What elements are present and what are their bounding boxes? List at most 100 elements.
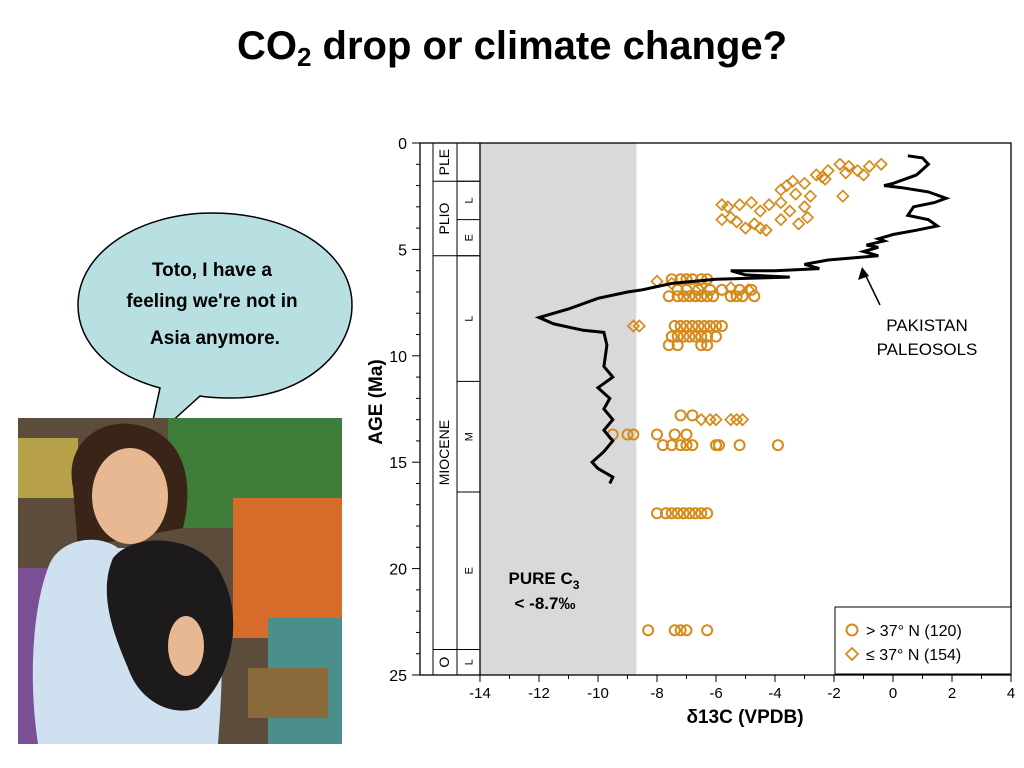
y-tick-label: 10 bbox=[389, 349, 407, 366]
x-tick-label: -14 bbox=[469, 685, 491, 702]
x-tick-label: -6 bbox=[709, 685, 722, 702]
diamond-point bbox=[833, 157, 847, 171]
diamond-point bbox=[774, 195, 788, 210]
diamond-point bbox=[842, 159, 856, 174]
y-tick-label: 5 bbox=[398, 242, 407, 259]
circle-point bbox=[724, 290, 737, 303]
bubble-line-2: feeling we're not in bbox=[126, 291, 297, 312]
circle-point bbox=[707, 290, 720, 303]
diamond-point bbox=[836, 189, 850, 203]
diamond-point bbox=[874, 157, 888, 171]
epoch-label: O bbox=[436, 657, 452, 668]
diamond-point bbox=[783, 204, 797, 218]
diamond-point bbox=[759, 223, 773, 237]
circle-point bbox=[689, 290, 702, 303]
circle-point bbox=[668, 428, 681, 441]
circle-point bbox=[701, 330, 714, 343]
speech-bubble-shape bbox=[77, 212, 353, 446]
x-tick-label: -12 bbox=[528, 685, 550, 702]
circle-point bbox=[671, 283, 684, 296]
stage-label: L bbox=[464, 659, 476, 665]
x-tick-label: -10 bbox=[587, 685, 609, 702]
circle-point bbox=[665, 507, 678, 520]
circle-point bbox=[701, 624, 714, 637]
paleosol-label-line-1: PAKISTAN bbox=[886, 316, 968, 335]
diamond-point bbox=[774, 183, 788, 197]
diamond-point bbox=[797, 176, 812, 191]
circle-point bbox=[701, 507, 714, 520]
paleosol-label-line-2: PALEOSOLS bbox=[877, 340, 978, 359]
circle-point bbox=[748, 290, 761, 303]
photo-hand bbox=[168, 616, 204, 676]
diamond-point bbox=[803, 189, 818, 203]
diamond-point bbox=[791, 217, 806, 231]
circle-point bbox=[665, 439, 678, 452]
diamond-point bbox=[724, 210, 738, 225]
photo-dog bbox=[106, 540, 234, 711]
circle-point bbox=[695, 507, 708, 520]
circle-point bbox=[662, 339, 675, 352]
paleosol-line bbox=[534, 154, 951, 485]
circle-point bbox=[710, 330, 722, 343]
diamond-point bbox=[729, 412, 744, 427]
circle-point bbox=[671, 290, 684, 303]
diamond-point bbox=[741, 283, 756, 297]
circle-point bbox=[674, 320, 687, 333]
photo-bg-yellow bbox=[18, 438, 78, 498]
diamond-point bbox=[694, 278, 708, 293]
circle-point bbox=[686, 273, 699, 286]
x-tick-label: 2 bbox=[948, 685, 956, 702]
circle-point bbox=[695, 330, 708, 343]
circle-point bbox=[677, 330, 690, 343]
photo-basket bbox=[248, 668, 328, 718]
photo-bg-orange bbox=[233, 498, 342, 638]
diamond-point bbox=[729, 215, 744, 229]
legend-diamond-marker bbox=[844, 646, 860, 662]
circle-point bbox=[745, 283, 758, 296]
diamond-point bbox=[732, 198, 747, 212]
circle-point bbox=[671, 339, 684, 352]
data-marks bbox=[606, 157, 888, 637]
circle-point bbox=[680, 624, 693, 637]
diamond-point bbox=[785, 174, 800, 189]
circle-point bbox=[651, 507, 663, 520]
diamond-point bbox=[856, 168, 871, 182]
diamond-point bbox=[788, 187, 803, 201]
stage-label: L bbox=[464, 315, 476, 321]
diamond-point bbox=[703, 412, 717, 427]
x-tick-label: -8 bbox=[650, 685, 663, 702]
diamond-point bbox=[862, 159, 877, 174]
diamond-point bbox=[632, 319, 647, 333]
epoch-label: PLIO bbox=[436, 202, 452, 234]
diamond-point bbox=[724, 281, 738, 295]
diamond-point bbox=[744, 195, 759, 210]
circle-point bbox=[686, 409, 699, 422]
diamond-point bbox=[800, 210, 815, 225]
circle-point bbox=[701, 339, 714, 352]
diamond-point bbox=[850, 163, 865, 178]
c3-label-line-1: PURE C3 bbox=[509, 569, 580, 592]
diamond-point bbox=[797, 200, 812, 214]
epoch-label: MIOCENE bbox=[436, 420, 452, 485]
circle-point bbox=[698, 320, 711, 333]
dorothy-photo bbox=[18, 418, 342, 744]
circle-point bbox=[733, 439, 746, 452]
circle-point bbox=[621, 428, 634, 441]
x-axis-label: δ13C (VPDB) bbox=[686, 707, 803, 728]
epoch-label: PLE bbox=[436, 149, 452, 175]
x-tick-label: 4 bbox=[1007, 685, 1015, 702]
legend-label-south: ≤ 37° N (154) bbox=[866, 647, 961, 664]
paleosol-arrowhead bbox=[858, 267, 869, 280]
circle-point bbox=[715, 283, 728, 296]
circle-point bbox=[656, 439, 669, 452]
circle-point bbox=[689, 507, 702, 520]
circle-point bbox=[712, 439, 725, 452]
c3-band bbox=[480, 143, 637, 675]
title-rest: drop or climate change? bbox=[311, 24, 788, 68]
c3-label-line-2: < -8.7‰ bbox=[515, 594, 576, 613]
bubble-line-1: Toto, I have a bbox=[152, 260, 272, 281]
diamond-point bbox=[715, 212, 729, 227]
diamond-point bbox=[715, 198, 729, 212]
title-subscript: 2 bbox=[296, 42, 312, 72]
